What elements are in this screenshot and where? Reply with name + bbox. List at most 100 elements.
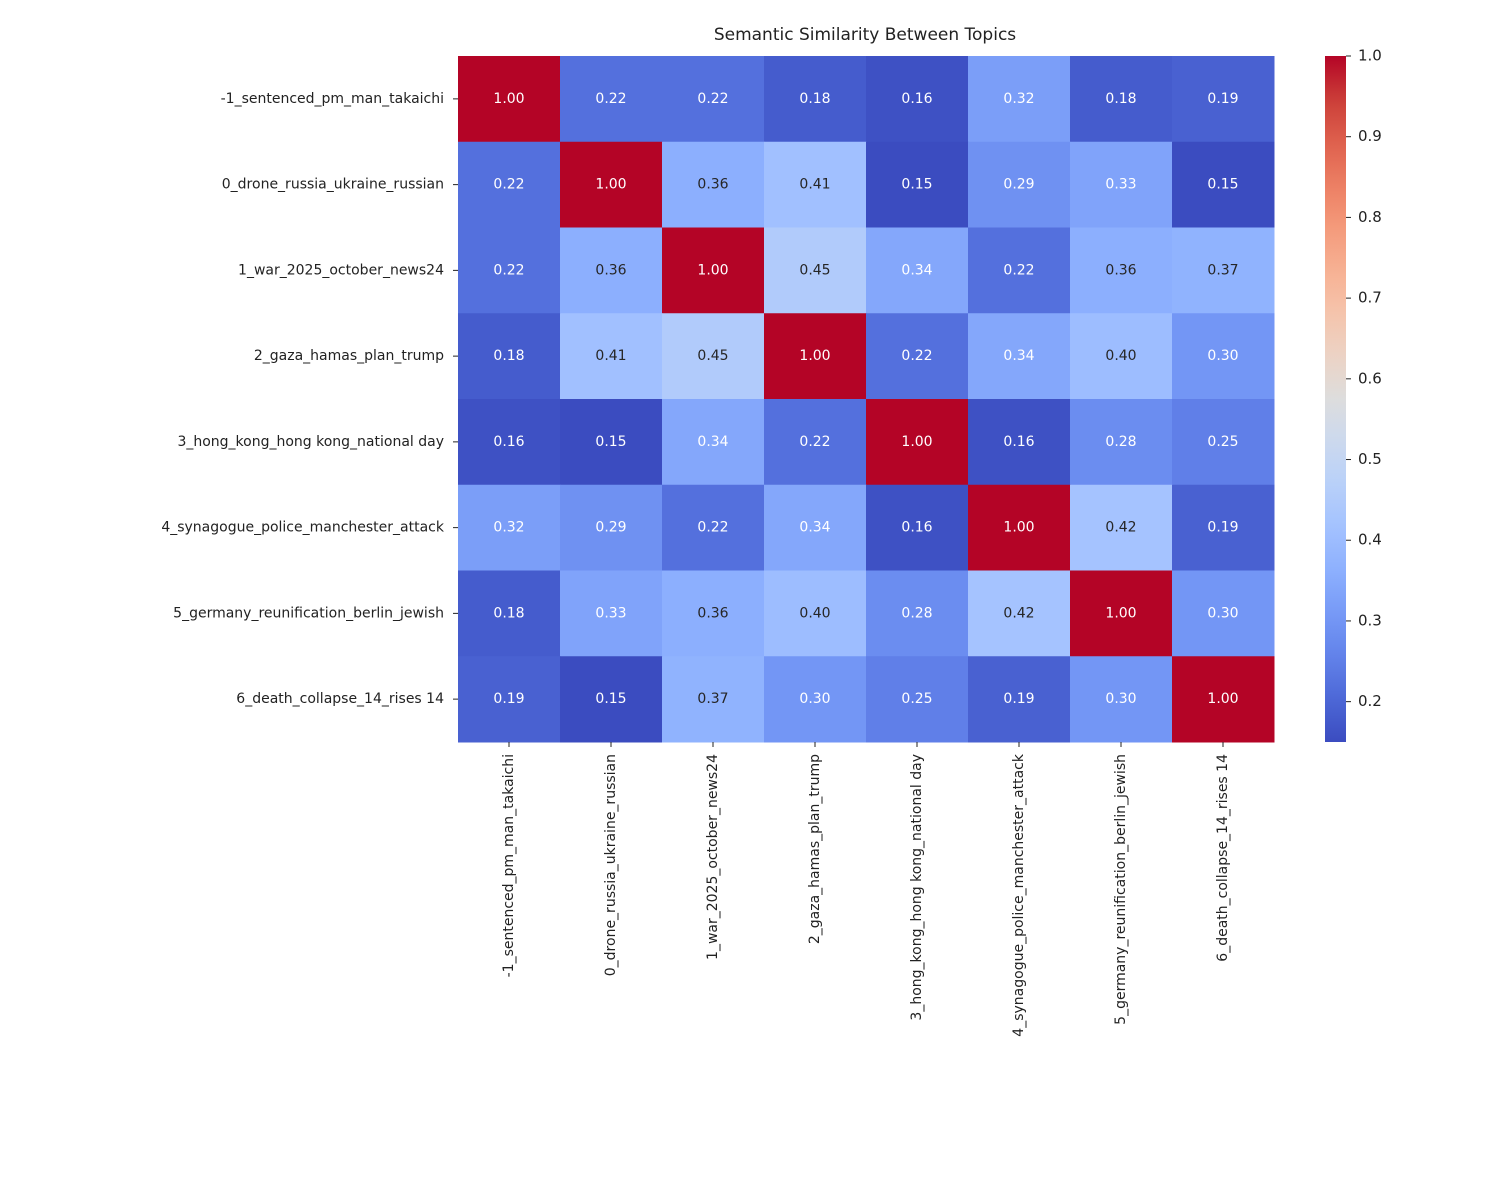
heatmap-cell (764, 227, 867, 314)
heatmap-cell (1070, 56, 1173, 143)
heatmap-cell (764, 56, 867, 143)
heatmap-cell (458, 141, 561, 228)
colorbar-tick-label: 0.5 (1358, 450, 1382, 468)
heatmap-cell (458, 570, 561, 657)
colorbar-tick-label: 0.9 (1358, 127, 1382, 145)
cell-label: 0.22 (697, 520, 728, 536)
y-tick-label: 6_death_collapse_14_rises 14 (236, 691, 444, 707)
heatmap-cell (662, 313, 765, 400)
heatmap-cell (1172, 56, 1275, 143)
heatmap-cell (560, 570, 663, 657)
cell-label: 0.22 (1003, 262, 1034, 278)
heatmap-cell (1172, 227, 1275, 314)
heatmap-cell (968, 484, 1071, 571)
cell-label: 0.19 (1207, 91, 1238, 107)
heatmap-cell (1070, 656, 1173, 743)
heatmap-cell (662, 570, 765, 657)
heatmap-cell (1070, 141, 1173, 228)
colorbar-tick-label: 0.7 (1358, 289, 1382, 307)
cell-label: 0.25 (901, 691, 932, 707)
heatmap-cell (1070, 227, 1173, 314)
cell-label: 0.32 (493, 520, 524, 536)
heatmap-cell (560, 313, 663, 400)
cell-label: 0.30 (1105, 691, 1136, 707)
cell-label: 0.16 (901, 520, 932, 536)
cell-label: 1.00 (901, 434, 932, 450)
colorbar-tick-label: 0.3 (1358, 611, 1382, 629)
cell-label: 0.32 (1003, 91, 1034, 107)
heatmap-cell (866, 56, 969, 143)
heatmap-cell (968, 399, 1071, 486)
y-tick-label: 1_war_2025_october_news24 (238, 262, 444, 278)
y-tick-label: 4_synagogue_police_manchester_attack (161, 520, 445, 536)
heatmap-cell (968, 56, 1071, 143)
heatmap-cell (560, 656, 663, 743)
cell-label: 0.16 (493, 434, 524, 450)
cell-label: 1.00 (799, 348, 830, 364)
cell-label: 0.30 (799, 691, 830, 707)
x-tick-label: 2_gaza_hamas_plan_trump (807, 754, 823, 944)
cell-label: 0.34 (799, 520, 830, 536)
colorbar-tick-label: 0.2 (1358, 692, 1382, 710)
cell-label: 0.37 (697, 691, 728, 707)
heatmap-cell (764, 141, 867, 228)
x-tick-label: 3_hong_kong_hong kong_national day (909, 754, 925, 1021)
heatmap-cell (458, 484, 561, 571)
cell-label: 0.40 (799, 605, 830, 621)
heatmap-cell (968, 570, 1071, 657)
heatmap-cell (560, 141, 663, 228)
cell-label: 0.45 (697, 348, 728, 364)
cell-label: 0.28 (901, 605, 932, 621)
y-tick-label: 2_gaza_hamas_plan_trump (254, 348, 444, 364)
cell-label: 0.15 (595, 434, 626, 450)
heatmap-cell (458, 227, 561, 314)
cell-label: 0.34 (901, 262, 932, 278)
x-tick-label: 4_synagogue_police_manchester_attack (1011, 753, 1027, 1037)
heatmap-cell (1172, 656, 1275, 743)
heatmap-cell (866, 656, 969, 743)
heatmap-cell (866, 399, 969, 486)
cell-label: 0.22 (493, 177, 524, 193)
cell-label: 1.00 (493, 91, 524, 107)
heatmap-cell (866, 227, 969, 314)
heatmap-cell (1070, 570, 1173, 657)
x-tick-label: 6_death_collapse_14_rises 14 (1215, 754, 1231, 962)
cell-label: 0.34 (697, 434, 728, 450)
cell-label: 0.33 (1105, 177, 1136, 193)
cell-label: 0.36 (697, 177, 728, 193)
heatmap-cell (458, 313, 561, 400)
cell-label: 0.22 (493, 262, 524, 278)
cell-label: 0.22 (901, 348, 932, 364)
heatmap-cell (662, 656, 765, 743)
heatmap-cell (458, 656, 561, 743)
cell-label: 0.22 (697, 91, 728, 107)
heatmap-cell (560, 484, 663, 571)
cell-label: 0.34 (1003, 348, 1034, 364)
cell-label: 0.18 (1105, 91, 1136, 107)
cell-label: 0.16 (901, 91, 932, 107)
cell-label: 0.33 (595, 605, 626, 621)
heatmap-cell (764, 399, 867, 486)
heatmap-cell (662, 227, 765, 314)
heatmap-cell (968, 227, 1071, 314)
heatmap-cell (1070, 399, 1173, 486)
cell-label: 1.00 (1105, 605, 1136, 621)
heatmap-cell (764, 313, 867, 400)
heatmap-cell (662, 56, 765, 143)
y-tick-label: 5_germany_reunification_berlin_jewish (173, 605, 444, 621)
cell-label: 0.15 (1207, 177, 1238, 193)
heatmap-cell (968, 656, 1071, 743)
colorbar (1325, 56, 1346, 742)
heatmap-cell (764, 570, 867, 657)
cell-label: 0.15 (901, 177, 932, 193)
cell-label: 0.25 (1207, 434, 1238, 450)
cell-label: 0.22 (595, 91, 626, 107)
cell-label: 0.19 (1003, 691, 1034, 707)
colorbar-tick-label: 0.6 (1358, 369, 1382, 387)
heatmap-cell (764, 656, 867, 743)
cell-label: 0.36 (1105, 262, 1136, 278)
cell-label: 0.29 (1003, 177, 1034, 193)
cell-label: 0.22 (799, 434, 830, 450)
heatmap-cell (866, 484, 969, 571)
